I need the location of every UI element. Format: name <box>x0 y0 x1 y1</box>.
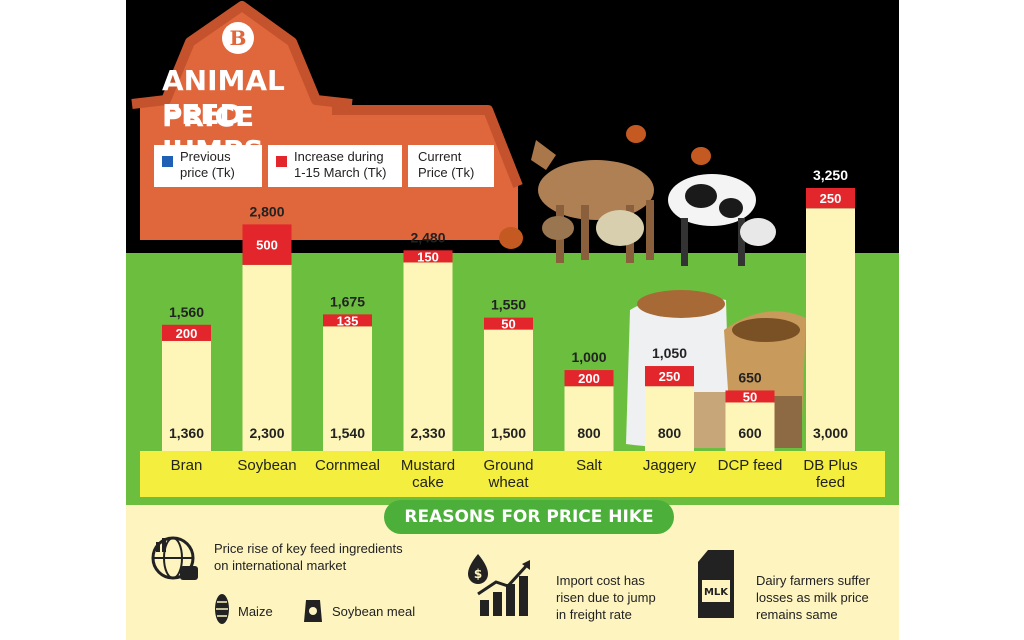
legend-increase-line2: 1-15 March (Tk) <box>294 165 387 180</box>
previous-label: 1,500 <box>491 425 526 441</box>
bar-increase <box>323 314 372 327</box>
bar-increase <box>403 250 453 263</box>
increase-label: 50 <box>501 317 515 332</box>
maize-icon <box>215 594 229 624</box>
globe-cart-icon <box>151 536 198 580</box>
cost-growth-chart-icon: $ <box>468 554 530 616</box>
previous-label: 1,540 <box>330 425 365 441</box>
category-label: DB Plus feed <box>803 457 858 491</box>
previous-label: 3,000 <box>813 425 848 441</box>
previous-label: 800 <box>658 425 682 441</box>
bar-increase <box>162 324 211 341</box>
total-label: 1,675 <box>330 293 365 309</box>
increase-label: 250 <box>820 191 842 206</box>
soybean-meal-icon <box>304 600 322 622</box>
legend-current: Current Price (Tk) <box>408 145 494 187</box>
category-label: Bran <box>170 457 203 474</box>
category-label: DCP feed <box>717 457 783 474</box>
bar-increase <box>645 366 694 387</box>
bar-increase <box>564 370 614 387</box>
reason-3-line2: losses as milk price <box>756 590 869 605</box>
category-label: Jaggery <box>642 457 697 474</box>
legend-increase-line1: Increase during <box>294 149 384 164</box>
increase-label: 200 <box>176 326 198 341</box>
increase-label: 500 <box>256 238 278 253</box>
reason-1-line2: on international market <box>214 558 347 573</box>
total-label: 2,480 <box>410 229 445 245</box>
legend-previous: Previous price (Tk) <box>154 145 262 187</box>
reason-3-line1: Dairy farmers suffer <box>756 573 870 588</box>
category-strip <box>140 451 885 497</box>
bar-increase <box>242 224 292 265</box>
bar-increase <box>806 188 855 209</box>
legend-previous-line2: price (Tk) <box>180 165 235 180</box>
total-label: 650 <box>738 369 762 385</box>
legend-current-line1: Current <box>418 149 462 164</box>
category-label: Salt <box>576 457 602 474</box>
animals-illustration <box>499 125 776 266</box>
bars-layer: 200 1,360 1,560 500 2,300 2,800 135 1,540 1,675 1… <box>162 167 855 451</box>
soybean-meal-label: Soybean meal <box>332 604 416 619</box>
total-label: 2,800 <box>249 203 284 219</box>
total-label: 1,560 <box>169 304 204 320</box>
reason-2-line3: in freight rate <box>556 607 632 622</box>
bar-previous <box>162 340 211 451</box>
milk-carton-label: MLK <box>704 587 729 598</box>
previous-label: 1,360 <box>169 425 204 441</box>
maize-label: Maize <box>238 604 273 619</box>
category-label: Cornmeal <box>314 457 381 474</box>
previous-label: 800 <box>577 425 601 441</box>
total-label: 3,250 <box>813 167 848 183</box>
reason-1-line1: Price rise of key feed ingredients <box>214 541 403 556</box>
category-label: Mustard cake <box>400 457 456 491</box>
bar-previous <box>564 386 614 451</box>
milk-carton-icon: MLK <box>698 550 734 618</box>
legend-swatch-previous <box>162 156 173 167</box>
total-label: 1,000 <box>571 349 606 365</box>
reason-3-line3: remains same <box>756 607 838 622</box>
reason-2-line1: Import cost has <box>556 573 645 588</box>
bar-previous <box>725 402 775 451</box>
category-label: Ground wheat <box>483 457 534 491</box>
bar-increase <box>484 317 533 330</box>
reasons-heading: REASONS FOR PRICE HIKE <box>384 500 674 534</box>
bar-previous <box>323 326 372 451</box>
bar-previous <box>484 329 533 451</box>
category-label: Soybean <box>237 457 297 474</box>
legend-current-line2: Price (Tk) <box>418 165 475 180</box>
bar-previous <box>806 208 855 451</box>
increase-label: 200 <box>578 371 600 386</box>
bar-previous <box>403 262 453 451</box>
previous-label: 2,330 <box>410 425 445 441</box>
bar-previous <box>242 264 292 451</box>
legend-increase: Increase during 1-15 March (Tk) <box>268 145 402 187</box>
dollar-sign-icon: $ <box>474 567 482 581</box>
increase-label: 50 <box>743 389 757 404</box>
reason-2-line2: risen due to jump <box>556 590 656 605</box>
legend-previous-line1: Previous <box>180 149 231 164</box>
total-label: 1,050 <box>652 345 687 361</box>
total-label: 1,550 <box>491 297 526 313</box>
infographic: 200 1,360 1,560 500 2,300 2,800 135 1,540 1,675 1… <box>126 0 899 640</box>
bar-previous <box>645 386 694 451</box>
title-line-1: ANIMAL FEED <box>162 64 285 131</box>
logo: B <box>222 22 254 54</box>
legend-swatch-increase <box>276 156 287 167</box>
increase-label: 135 <box>337 313 359 328</box>
previous-label: 600 <box>738 425 762 441</box>
previous-label: 2,300 <box>249 425 284 441</box>
increase-label: 250 <box>659 369 681 384</box>
increase-label: 150 <box>417 249 439 264</box>
bar-increase <box>725 390 775 403</box>
